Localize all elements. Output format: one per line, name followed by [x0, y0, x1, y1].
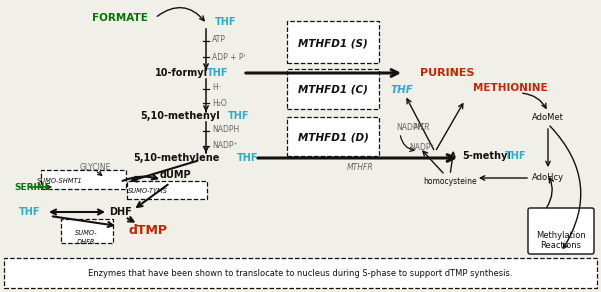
Text: PURINES: PURINES	[420, 68, 475, 78]
Text: METHIONINE: METHIONINE	[473, 83, 548, 93]
FancyBboxPatch shape	[4, 258, 597, 288]
Text: Methylation: Methylation	[536, 230, 586, 239]
Text: 10-formyl: 10-formyl	[155, 68, 208, 78]
Text: NADPH: NADPH	[212, 126, 239, 135]
Text: 5,10-methenyl: 5,10-methenyl	[140, 111, 220, 121]
Text: H⁻: H⁻	[212, 84, 222, 93]
Text: SUMO-SHMT1: SUMO-SHMT1	[37, 178, 83, 184]
Text: THF: THF	[207, 68, 228, 78]
Text: MTR: MTR	[413, 124, 430, 133]
Text: THF: THF	[228, 111, 249, 121]
Text: ADP + Pᴵ: ADP + Pᴵ	[212, 53, 245, 62]
Text: SUMO-: SUMO-	[75, 230, 97, 236]
Text: DHFR: DHFR	[77, 239, 95, 245]
Text: DHF: DHF	[109, 207, 132, 217]
Text: NADP⁺: NADP⁺	[212, 142, 237, 150]
FancyBboxPatch shape	[61, 219, 113, 243]
Text: THF: THF	[215, 17, 237, 27]
FancyBboxPatch shape	[41, 170, 126, 189]
Text: THF: THF	[19, 207, 41, 217]
Text: ATP: ATP	[212, 34, 226, 44]
Text: 5,10-methylene: 5,10-methylene	[133, 153, 219, 163]
Text: THF: THF	[391, 85, 413, 95]
Text: SERINE: SERINE	[14, 182, 50, 192]
FancyBboxPatch shape	[287, 117, 379, 156]
Text: FORMATE: FORMATE	[92, 13, 148, 23]
Text: THF: THF	[237, 153, 258, 163]
Text: MTHFD1 (S): MTHFD1 (S)	[298, 38, 368, 48]
FancyBboxPatch shape	[287, 69, 379, 109]
Text: AdoMet: AdoMet	[532, 114, 564, 123]
Text: Enzymes that have been shown to translocate to nucleus during S-phase to support: Enzymes that have been shown to transloc…	[88, 270, 512, 279]
FancyBboxPatch shape	[127, 181, 207, 199]
Text: MTHFR: MTHFR	[347, 163, 373, 171]
Text: H₂O: H₂O	[212, 98, 227, 107]
Text: AdoHcy: AdoHcy	[532, 173, 564, 182]
Text: GLYCINE: GLYCINE	[79, 164, 111, 173]
Text: MTHFD1 (D): MTHFD1 (D)	[297, 133, 368, 143]
FancyBboxPatch shape	[287, 21, 379, 63]
Text: homocysteine: homocysteine	[423, 176, 477, 185]
Text: SUMO-TYMS: SUMO-TYMS	[128, 188, 168, 194]
FancyBboxPatch shape	[528, 208, 594, 254]
Text: NADP⁺: NADP⁺	[409, 143, 435, 152]
Text: MTHFD1 (C): MTHFD1 (C)	[298, 85, 368, 95]
Text: 5-methyl: 5-methyl	[462, 151, 511, 161]
Text: NADPH: NADPH	[396, 124, 423, 133]
Text: dUMP: dUMP	[159, 170, 191, 180]
Text: Reactions: Reactions	[540, 241, 582, 249]
Text: dTMP: dTMP	[129, 223, 168, 237]
Text: THF: THF	[505, 151, 526, 161]
